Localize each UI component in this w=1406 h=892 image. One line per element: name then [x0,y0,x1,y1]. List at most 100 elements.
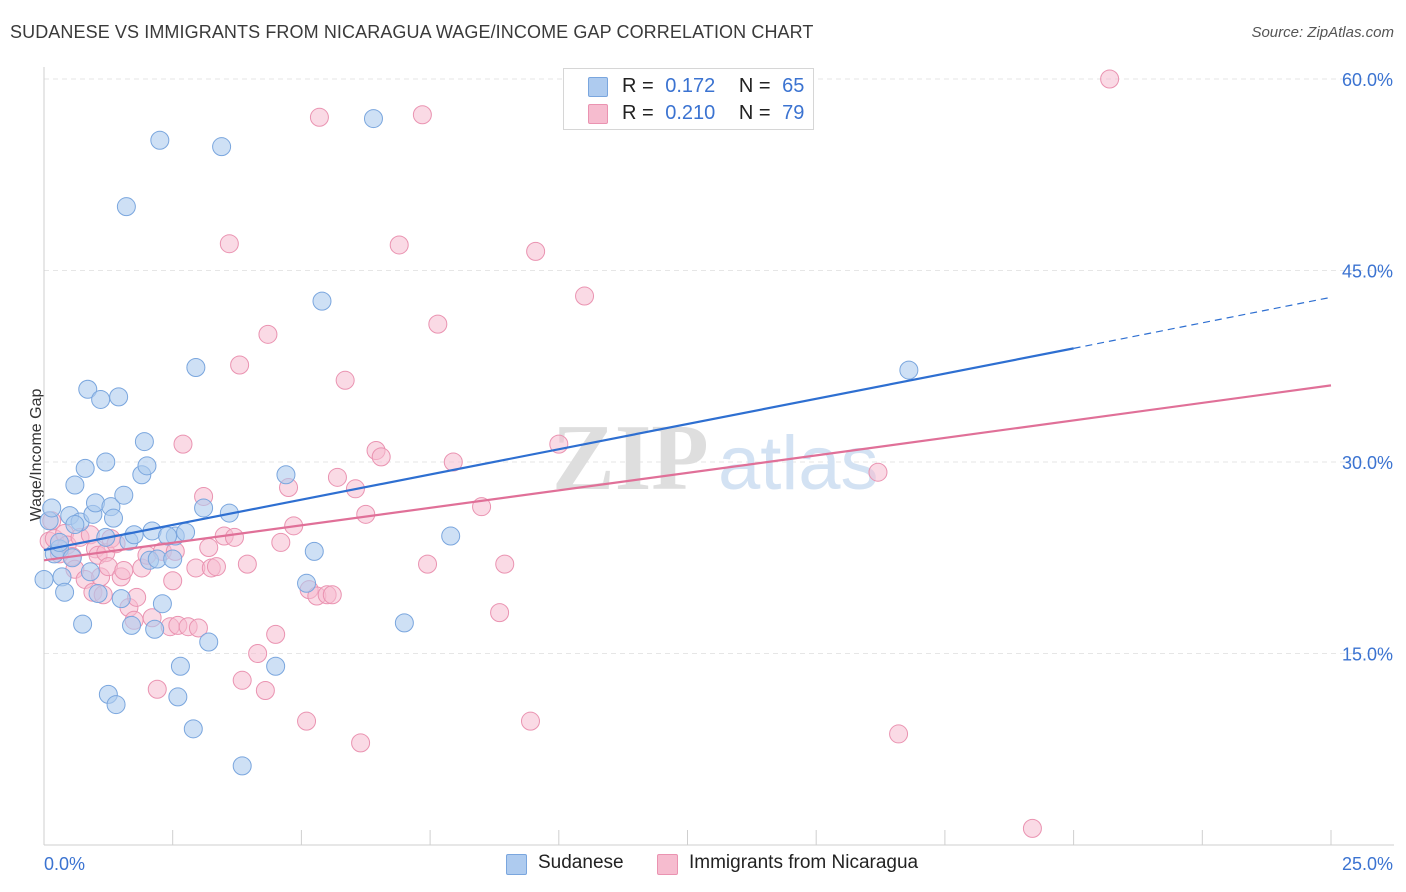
y-tick-label: 15.0% [1342,645,1393,665]
nicaragua-point [230,355,250,375]
sudanese-point [232,756,252,776]
chart-title: SUDANESE VS IMMIGRANTS FROM NICARAGUA WA… [10,22,814,42]
sudanese-point [199,632,219,652]
nicaragua-point [335,370,355,390]
sudanese-point [134,432,154,452]
sudanese-point [266,656,286,676]
nicaragua-point [495,554,515,574]
legend-n-label: N = [738,102,771,124]
grid-lines [44,78,1394,654]
nicaragua-point [237,554,257,574]
nicaragua-point [1022,818,1042,838]
sudanese-point [55,582,75,602]
sudanese-point [212,137,232,157]
correlation-legend: R = 0.172 N = 65 R = 0.210 N = 79 [563,68,814,130]
series-sudanese-points [34,109,919,776]
watermark: ZIP atlas [552,406,879,510]
sudanese-point [103,508,123,528]
trend-line-sudanese-extension [1073,296,1332,349]
sudanese-point [42,498,62,518]
legend-swatch-nicaragua [588,104,608,124]
nicaragua-point [188,618,208,638]
nicaragua-point [526,241,546,261]
sudanese-point [899,360,919,380]
x-tick-label-max: 25.0% [1342,854,1393,874]
nicaragua-point [520,711,540,731]
nicaragua-point [412,105,432,125]
nicaragua-point [232,670,252,690]
sudanese-point [65,515,85,535]
nicaragua-point [428,314,448,334]
bottom-legend-label-sudanese: Sudanese [538,852,624,873]
legend-swatch-sudanese [588,77,608,97]
y-tick-label: 60.0% [1342,70,1393,90]
nicaragua-point [356,504,376,524]
trend-line-sudanese [43,347,1074,552]
nicaragua-point [389,235,409,255]
nicaragua-point [490,603,510,623]
y-tick-label: 45.0% [1342,262,1393,282]
nicaragua-point [199,538,219,558]
sudanese-point [194,498,214,518]
sudanese-point [363,109,383,129]
nicaragua-point [297,711,317,731]
sudanese-point [34,569,54,589]
legend-n-label: N = [738,75,771,97]
legend-r-label: R = [622,75,654,97]
sudanese-point [394,613,414,633]
sudanese-point [186,358,206,378]
nicaragua-point [371,447,391,467]
nicaragua-point [206,557,226,577]
nicaragua-point [173,434,193,454]
nicaragua-point [889,724,909,744]
sudanese-point [170,656,190,676]
nicaragua-point [322,585,342,605]
nicaragua-point [351,733,371,753]
nicaragua-point [163,571,183,591]
x-tick-label-min: 0.0% [44,854,85,874]
nicaragua-point [266,624,286,644]
sudanese-point [441,526,461,546]
sudanese-point [91,389,111,409]
nicaragua-point [147,679,167,699]
trend-line-nicaragua [43,384,1332,562]
legend-r-label: R = [622,102,654,124]
sudanese-point [114,485,134,505]
trend-lines [43,296,1332,562]
sudanese-point [122,615,142,635]
sudanese-point [116,197,136,217]
sudanese-point [78,379,98,399]
nicaragua-point [258,324,278,344]
sudanese-point [152,594,172,614]
sudanese-point [158,526,178,546]
watermark-zip: ZIP [552,406,709,510]
sudanese-point [297,573,317,593]
nicaragua-point [255,681,275,701]
axes [43,67,1394,846]
sudanese-point [145,619,165,639]
sudanese-point [150,130,170,150]
sudanese-point [73,614,93,634]
y-tick-label: 30.0% [1342,453,1393,473]
sudanese-point [106,695,126,715]
watermark-atlas: atlas [718,421,879,506]
sudanese-point [109,387,129,407]
nicaragua-point [271,532,291,552]
sudanese-point [176,522,196,542]
sudanese-point [65,475,85,495]
bottom-legend-swatch-sudanese [506,854,527,875]
nicaragua-point [114,561,134,581]
legend-n-value-nicaragua: 79 [782,102,805,124]
bottom-legend-swatch-nicaragua [657,854,678,875]
sudanese-point [111,589,131,609]
sudanese-point [312,291,332,311]
sudanese-point [137,456,157,476]
sudanese-point [163,549,183,569]
nicaragua-point [418,554,438,574]
tick-labels: 15.0% 30.0% 45.0% 60.0% 0.0% 25.0% [44,70,1393,874]
sudanese-point [88,583,108,603]
sudanese-point [304,541,324,561]
nicaragua-point [868,462,888,482]
nicaragua-point [219,234,239,254]
